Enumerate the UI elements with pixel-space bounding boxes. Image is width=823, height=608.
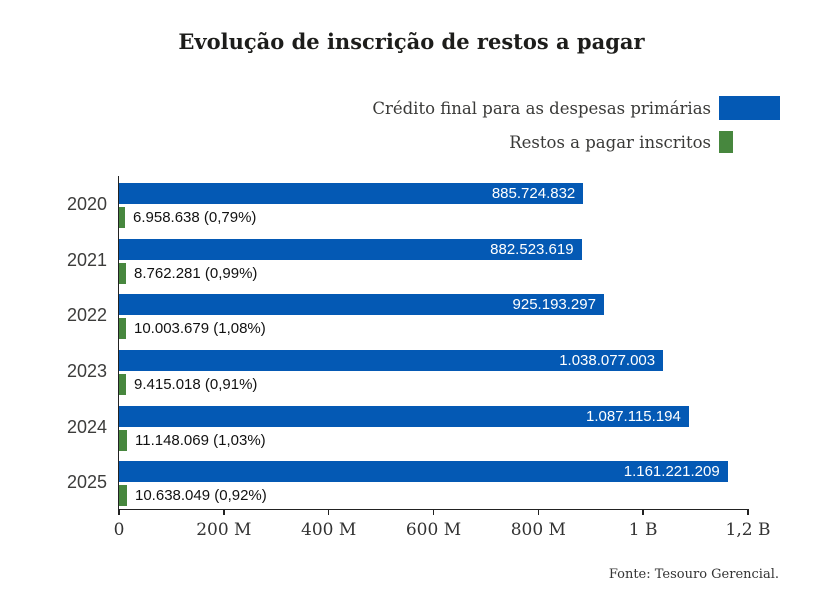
x-axis-tick-label: 400 M: [301, 520, 357, 540]
year-label-2021: 2021: [66, 249, 107, 270]
x-axis-tick: [537, 509, 540, 515]
x-axis-tick-label: 800 M: [510, 520, 566, 540]
legend-label-credito-final: Crédito final para as despesas primárias: [372, 98, 711, 118]
x-axis-tick: [118, 509, 120, 515]
legend-swatch-green-icon: [719, 131, 733, 153]
bar-credito-final-2024: 1.087.115.194: [119, 405, 689, 427]
x-axis-tick-label: 200 M: [196, 520, 252, 540]
x-axis-tick: [327, 509, 330, 515]
x-axis-tick-label: 600 M: [405, 520, 462, 540]
source-note: Fonte: Tesouro Gerencial.: [608, 567, 779, 582]
bar-restos-inscritos-2021: [119, 262, 126, 284]
legend-swatch-blue-icon: [719, 96, 780, 120]
bar-restos-label-2020: 6.958.638 (0,79%): [133, 209, 257, 226]
bar-group-2020: 2020 885.724.832 6.958.638 (0,79%): [67, 176, 747, 232]
bar-restos-label-2025: 10.638.049 (0,92%): [135, 487, 267, 505]
bar-group-2024: 2024 1.087.115.194 11.148.069 (1,03%): [67, 399, 747, 455]
year-label-2023: 2023: [66, 361, 107, 381]
legend-label-restos-inscritos: Restos a pagar inscritos: [509, 132, 711, 152]
legend: Crédito final para as despesas primárias…: [372, 96, 780, 154]
bar-restos-label-2024: 11.148.069 (1,03%): [135, 431, 266, 449]
year-label-2020: 2020: [66, 194, 107, 214]
bar-restos-inscritos-2022: [119, 318, 126, 340]
x-axis-tick: [747, 509, 749, 515]
legend-swatch-slot: [719, 131, 780, 153]
bar-restos-label-2021: 8.762.281 (0,99%): [134, 264, 258, 282]
year-label-2022: 2022: [66, 305, 107, 326]
legend-item-restos-inscritos: Restos a pagar inscritos: [372, 130, 780, 154]
bar-credito-final-2023: 1.038.077.003: [119, 350, 664, 371]
x-axis-tick: [432, 509, 435, 515]
bar-credito-final-2021: 882.523.619: [119, 238, 582, 260]
chart-title: Evolução de inscrição de restos a pagar: [178, 29, 645, 54]
x-axis-tick-label: 1 B: [628, 520, 658, 540]
bar-group-2025: 2025 1.161.221.209 10.638.049 (0,92%): [67, 454, 747, 510]
bar-group-2022: 2022 925.193.297 10.003.679 (1,08%): [67, 287, 747, 343]
bar-group-2023: 2023 1.038.077.003 9.415.018 (0,91%): [67, 343, 747, 399]
bar-restos-label-2022: 10.003.679 (1,08%): [134, 320, 266, 338]
x-axis-tick-label: 0: [113, 520, 125, 540]
x-axis-tick: [223, 509, 225, 515]
bar-restos-label-2023: 9.415.018 (0,91%): [134, 376, 258, 393]
year-label-2025: 2025: [66, 472, 107, 493]
bar-credito-final-2022: 925.193.297: [119, 294, 604, 316]
bar-restos-inscritos-2025: [119, 485, 127, 507]
bar-group-2021: 2021 882.523.619 8.762.281 (0,99%): [67, 232, 747, 288]
legend-item-credito-final: Crédito final para as despesas primárias: [372, 96, 780, 120]
bar-credito-final-2025: 1.161.221.209: [119, 461, 728, 483]
legend-swatch-slot: [719, 96, 780, 120]
x-axis-tick: [642, 509, 644, 515]
bar-restos-inscritos-2020: [119, 207, 125, 228]
bar-restos-inscritos-2024: [119, 429, 127, 451]
x-axis-tick-label: 1,2 B: [725, 520, 771, 540]
bar-credito-final-2020: 885.724.832: [119, 183, 584, 204]
bar-restos-inscritos-2023: [119, 374, 126, 395]
year-label-2024: 2024: [66, 416, 107, 437]
plot-area: 2020 885.724.832 6.958.638 (0,79%) 2021 882.…: [67, 176, 770, 540]
